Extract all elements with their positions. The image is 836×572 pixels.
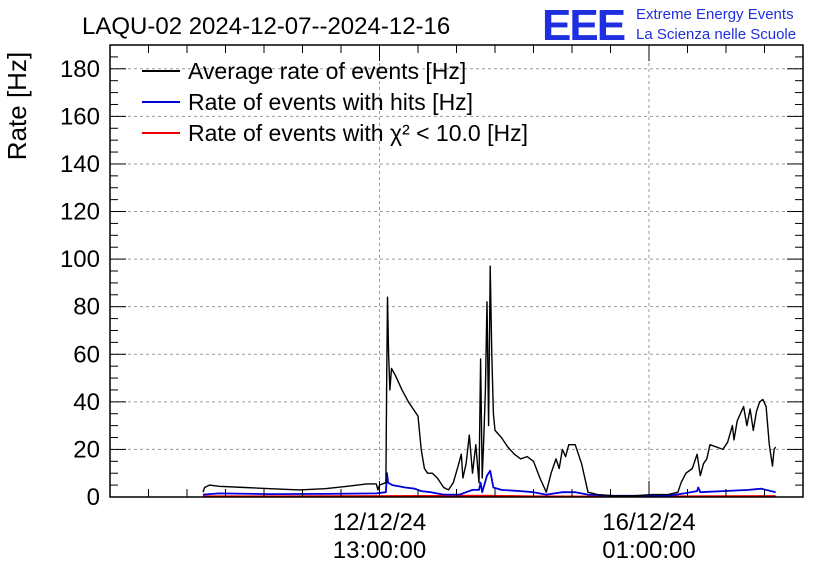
- legend-label-chi2: Rate of events with χ² < 10.0 [Hz]: [188, 120, 528, 146]
- y-tick-label: 60: [73, 341, 100, 368]
- axis-ticks: [110, 45, 803, 498]
- logo-line-2: La Scienza nelle Scuole: [636, 26, 796, 43]
- y-tick-label: 100: [60, 246, 100, 273]
- legend-label-hits: Rate of events with hits [Hz]: [188, 89, 473, 115]
- y-tick-label: 0: [87, 484, 100, 511]
- y-tick-label: 40: [73, 389, 100, 416]
- hits-rate-line: [202, 469, 776, 497]
- y-tick-labels: 0 20 40 60 80 100 120 140 160 180: [60, 56, 100, 511]
- y-tick-label: 20: [73, 436, 100, 463]
- grid-lines: [110, 45, 803, 497]
- y-tick-label: 120: [60, 199, 100, 226]
- legend: Average rate of events [Hz] Rate of even…: [142, 58, 528, 146]
- logo-line-1: Extreme Energy Events: [636, 6, 794, 23]
- logo-acronym: EEE: [542, 1, 625, 50]
- chart-title: LAQU-02 2024-12-07--2024-12-16: [82, 13, 450, 40]
- y-tick-label: 80: [73, 294, 100, 321]
- y-tick-label: 180: [60, 56, 100, 83]
- data-series: [202, 265, 777, 498]
- x-tick-label-time: 01:00:00: [602, 537, 695, 564]
- eee-logo: EEE Extreme Energy Events La Scienza nel…: [542, 1, 796, 50]
- x-tick-label-date: 16/12/24: [602, 509, 695, 536]
- average-rate-line: [202, 265, 777, 497]
- x-tick-label-date: 12/12/24: [333, 509, 426, 536]
- y-tick-label: 160: [60, 103, 100, 130]
- x-tick-label-time: 13:00:00: [333, 537, 426, 564]
- y-tick-label: 140: [60, 151, 100, 178]
- y-axis-label: Rate [Hz]: [2, 52, 32, 160]
- legend-label-average: Average rate of events [Hz]: [188, 58, 466, 84]
